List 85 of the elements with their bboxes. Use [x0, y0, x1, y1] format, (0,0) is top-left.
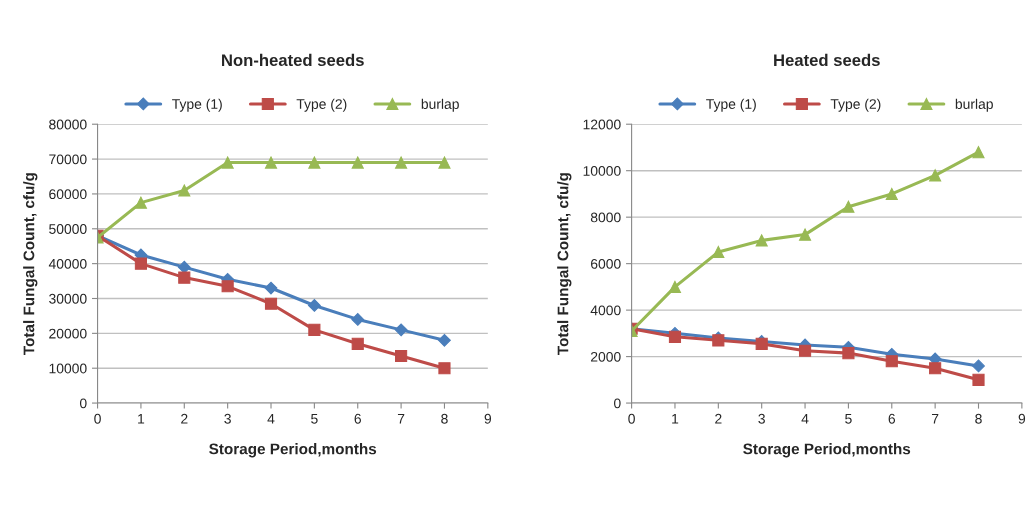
point: [668, 280, 682, 293]
point: [221, 156, 234, 169]
y-tick-label: 50000: [49, 224, 87, 234]
y-tick-label: 10000: [49, 363, 87, 374]
y-tick-label: 70000: [49, 154, 87, 165]
y-tick-label: 8000: [590, 212, 621, 223]
point: [264, 281, 278, 295]
y-tick-label: 2000: [590, 351, 621, 362]
point: [177, 260, 191, 274]
legend-label: Type (2): [830, 98, 881, 112]
x-tick-label: 9: [484, 413, 492, 424]
x-tick-label: 5: [311, 413, 318, 424]
x-tick-label: 7: [931, 413, 939, 424]
chart-title: Heated seeds: [774, 53, 880, 67]
y-tick-label: 0: [614, 398, 621, 409]
point: [972, 373, 985, 386]
point: [308, 323, 321, 336]
point: [755, 234, 768, 247]
y-tick-label: 60000: [49, 189, 87, 200]
y-tick-label: 4000: [590, 305, 621, 316]
x-tick-label: 4: [801, 413, 809, 424]
x-axis-title: Storage Period,months: [209, 443, 377, 458]
point: [134, 196, 147, 209]
x-tick-label: 8: [441, 413, 448, 424]
y-tick-label: 12000: [583, 119, 621, 130]
y-tick-label: 20000: [49, 328, 87, 339]
legend-label: Type (1): [706, 98, 756, 112]
x-tick-label: 1: [672, 413, 679, 424]
x-tick-label: 6: [888, 413, 896, 424]
point: [438, 362, 451, 375]
point: [929, 169, 942, 182]
point: [395, 349, 408, 363]
point: [134, 257, 147, 270]
point: [178, 271, 191, 284]
x-tick-label: 6: [354, 413, 361, 424]
point: [307, 299, 321, 312]
point: [712, 245, 725, 259]
x-tick-label: 3: [224, 413, 231, 424]
point: [394, 323, 408, 337]
point: [929, 362, 942, 375]
legend-label: Type (2): [296, 98, 347, 112]
point: [221, 280, 234, 293]
point: [351, 337, 364, 350]
point: [308, 156, 321, 169]
y-tick-label: 10000: [583, 166, 621, 176]
x-tick-label: 5: [845, 413, 852, 424]
chart-title: Non-heated seeds: [222, 53, 364, 67]
point: [264, 156, 278, 169]
point: [798, 228, 812, 241]
point: [972, 146, 985, 159]
x-tick-label: 9: [1018, 413, 1026, 424]
x-axis-title: Storage Period,months: [743, 443, 911, 458]
y-axis-title: Total Fungal Count, cfu/g: [23, 173, 38, 355]
point: [264, 297, 278, 310]
point: [395, 156, 408, 169]
y-tick-label: 6000: [591, 258, 621, 269]
x-tick-label: 0: [628, 413, 635, 424]
x-tick-label: 2: [715, 413, 722, 424]
x-tick-label: 1: [138, 413, 145, 424]
legend-label: Type (1): [172, 98, 222, 112]
y-tick-label: 30000: [49, 293, 87, 304]
point: [842, 200, 855, 213]
x-tick-label: 4: [267, 413, 275, 424]
point: [885, 187, 898, 200]
legend-label: burlap: [421, 98, 459, 112]
point: [178, 184, 191, 197]
x-tick-label: 3: [758, 413, 765, 424]
x-tick-label: 7: [397, 413, 405, 424]
y-tick-label: 40000: [48, 258, 87, 269]
point: [351, 156, 364, 169]
y-tick-label: 80000: [49, 119, 87, 130]
point: [798, 344, 812, 357]
point: [842, 347, 855, 360]
point: [438, 156, 451, 169]
legend-label: burlap: [955, 98, 993, 112]
x-tick-label: 8: [975, 413, 982, 424]
point: [351, 313, 365, 326]
point: [668, 330, 682, 343]
y-tick-label: 0: [79, 398, 87, 409]
y-axis-title: Total Fungal Count, cfu/g: [557, 173, 572, 355]
point: [438, 333, 451, 347]
x-tick-label: 0: [94, 413, 101, 424]
x-tick-label: 2: [181, 413, 188, 424]
point: [885, 355, 898, 368]
point: [972, 359, 985, 373]
